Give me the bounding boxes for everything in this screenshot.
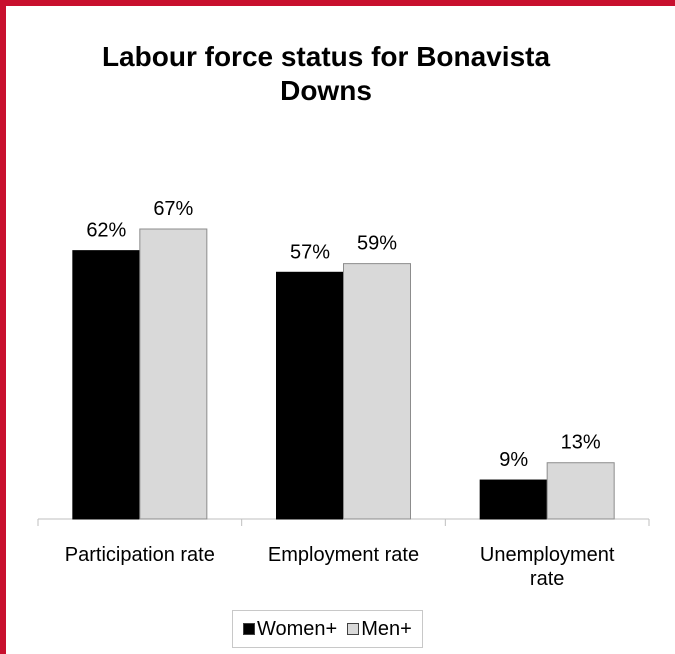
data-label-women-0: 62%	[86, 220, 126, 242]
bar-men-2	[546, 462, 615, 520]
chart-legend: Women+ Men+	[232, 610, 423, 648]
category-label-line: rate	[530, 568, 564, 590]
legend-swatch-women	[243, 623, 255, 635]
bar-men-1	[343, 263, 411, 520]
legend-label-men: Men+	[361, 617, 412, 640]
category-label-line: Employment rate	[268, 544, 419, 566]
legend-swatch-men	[347, 623, 360, 635]
bar-men-0	[139, 228, 208, 520]
bar-women-2	[479, 479, 548, 520]
bar-women-0	[72, 250, 141, 520]
legend-label-women: Women+	[257, 617, 338, 640]
bar-women-1	[276, 271, 344, 520]
category-label-1: Employment rate	[268, 544, 419, 566]
legend-item-women: Women+	[243, 618, 337, 641]
bar-chart-plot: 62% 67% Participation rate 57% 59% Employment…	[37, 198, 650, 590]
data-label-women-2: 9%	[499, 449, 528, 471]
data-label-men-1: 59%	[357, 233, 397, 255]
category-label-2: Unemployment rate	[480, 544, 615, 590]
category-label-0: Participation rate	[65, 544, 215, 566]
chart-title: Labour force status for Bonavista Downs	[101, 41, 551, 106]
category-label-line: Unemployment	[480, 544, 615, 566]
legend-item-men: Men+	[347, 618, 412, 641]
data-label-men-0: 67%	[153, 198, 193, 220]
category-label-line: Participation rate	[65, 544, 215, 566]
data-label-men-2: 13%	[561, 432, 601, 454]
data-label-women-1: 57%	[290, 241, 330, 263]
